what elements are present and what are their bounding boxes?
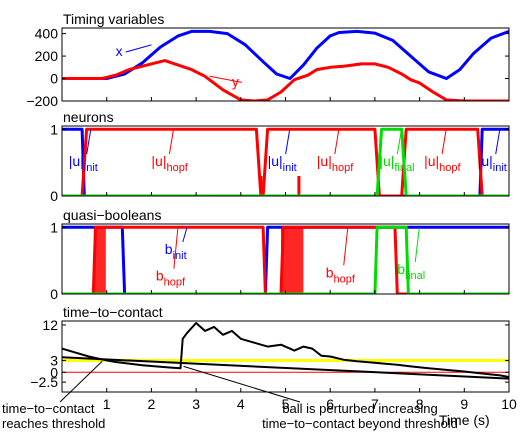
plot-area: [62, 126, 509, 196]
quasi-booleans-panel: quasi−booleans 1 0 binit bhopf bhopf bfinal: [50, 207, 510, 302]
annotation-arrow: [495, 129, 501, 155]
annotation-text-line2: time−to−contact beyond threshold: [262, 416, 458, 431]
b-hopf-band: [94, 226, 106, 294]
annotation-arrow: [86, 129, 92, 155]
annotation-arrow: [396, 129, 402, 155]
series-line--u-final: [62, 127, 509, 196]
annotation-arrow: [125, 44, 152, 53]
y-tick-label: −2.5: [30, 374, 58, 390]
annotation-arrow: [285, 129, 291, 155]
x-tick-label: 10: [501, 396, 517, 412]
series-annotation: bhopf: [156, 268, 186, 289]
x-tick-label: 2: [148, 396, 156, 412]
series-annotation: bfinal: [397, 261, 425, 282]
plot-content: [62, 127, 509, 196]
annotation-arrow: [209, 75, 242, 83]
annotation-arrow: [183, 365, 301, 403]
annotation-arrow: [173, 227, 179, 269]
x-tick-label: 5: [282, 396, 290, 412]
series-annotation: bhopf: [326, 264, 356, 285]
annotation-arrow: [59, 360, 103, 403]
series-annotation: binit: [165, 241, 187, 262]
series-line-reference: [62, 356, 509, 380]
y-tick-label: 200: [35, 48, 59, 64]
series-line--u-init: [62, 127, 509, 196]
series-annotation: x: [116, 43, 123, 59]
annotation-arrow: [441, 129, 447, 155]
series-line-time-to-contact: [62, 322, 509, 378]
annotation-arrow: [334, 129, 340, 155]
x-tick-label: 7: [371, 396, 379, 412]
series-line-b-final: [62, 225, 509, 294]
x-tick-label: 3: [192, 396, 200, 412]
series-annotation: |u|init: [69, 153, 98, 174]
panel-title: Timing variables: [63, 11, 164, 27]
annotation-arrow: [343, 227, 349, 266]
series-annotation: |u|hopf: [317, 153, 354, 174]
annotation-text-line1: ball is perturbed increasing: [282, 401, 437, 416]
series-line-b-hopf: [62, 225, 509, 294]
panel-title: quasi−booleans: [63, 207, 161, 223]
series-annotation: |u|init: [268, 153, 297, 174]
plot-content: [62, 225, 509, 294]
x-tick-label: 6: [326, 396, 334, 412]
annotation-text-line1: time−to−contact: [2, 401, 95, 416]
b-hopf-band: [281, 226, 304, 294]
y-tick-label: 0: [50, 286, 58, 302]
panel-title: neurons: [63, 109, 114, 125]
neurons-panel: neurons 1 0 |u|init |u|hopf |u|init |u|hopf |u|…: [50, 109, 510, 204]
plot-content: [62, 322, 509, 380]
series-annotation: |u|hopf: [151, 153, 188, 174]
panel-title: time−to−contact: [63, 304, 163, 320]
x-axis-label: Time (s): [439, 412, 490, 428]
y-tick-label: 0: [50, 364, 58, 380]
plot-area: [62, 28, 509, 101]
x-tick-label: 8: [416, 396, 424, 412]
y-tick-label: −200: [26, 93, 58, 109]
series-annotation: |u|hopf: [424, 153, 461, 174]
y-tick-label: 1: [50, 219, 58, 235]
series-line--u-hopf: [62, 127, 509, 196]
series-annotation: |u|init: [478, 153, 507, 174]
annotation-arrow: [414, 227, 420, 263]
y-tick-label: 12: [42, 317, 58, 333]
series-line-x: [62, 29, 509, 80]
series-line-y: [62, 59, 509, 101]
plot-area: [62, 321, 509, 392]
annotation-text-line2: reaches threshold: [2, 416, 105, 431]
series-annotation: |u|final: [379, 153, 414, 174]
y-tick-label: 400: [35, 26, 59, 42]
x-tick-label: 4: [237, 396, 245, 412]
x-tick-label: 1: [103, 396, 111, 412]
annotation-arrow: [168, 129, 174, 155]
y-tick-label: 3: [50, 352, 58, 368]
annotation-arrow: [182, 227, 188, 243]
series-line-b-init: [62, 225, 509, 294]
y-tick-label: 0: [50, 188, 58, 204]
y-tick-label: 1: [50, 121, 58, 137]
x-tick-label: 9: [460, 396, 468, 412]
y-tick-label: 0: [50, 71, 58, 87]
plot-content: [62, 29, 509, 101]
